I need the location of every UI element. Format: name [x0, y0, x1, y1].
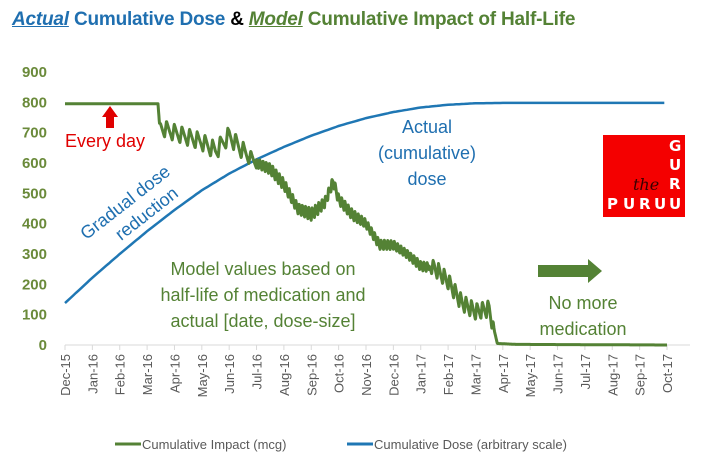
actual-label-2: (cumulative) [378, 143, 476, 163]
right-arrow-icon [538, 259, 602, 283]
x-tick-label: Sep-16 [304, 354, 319, 396]
series-line-cumulative-dose [64, 101, 665, 305]
x-axis: Dec-15 Jan-16 Feb-16 Mar-16 Apr-16 May-16 Jun-… [58, 344, 690, 397]
x-tick-label: Feb-16 [113, 354, 128, 395]
y-axis: 0 100 200 300 400 500 600 700 800 900 [22, 64, 47, 354]
gradual-reduction-annotation: Gradual dose reduction [76, 161, 182, 244]
logo-letter: U [623, 195, 636, 213]
puru-guru-logo: G U R the P U R U U [603, 135, 685, 217]
x-tick-label: Aug-16 [277, 354, 292, 396]
legend-label-impact: Cumulative Impact (mcg) [142, 437, 286, 452]
x-tick-label: Mar-17 [468, 354, 483, 395]
title-impact: Cumulative Impact of Half-Life [302, 9, 576, 30]
up-arrow-icon [102, 106, 118, 128]
logo-letter: P [607, 195, 618, 213]
logo-letter: G [669, 137, 682, 155]
x-tick-label: Mar-16 [140, 354, 155, 395]
x-tick-label: Oct-16 [332, 354, 347, 393]
x-tick-label: Jan-16 [85, 354, 100, 394]
x-tick-label: Jul-17 [578, 354, 593, 389]
legend-label-dose: Cumulative Dose (arbitrary scale) [374, 437, 567, 452]
x-tick-label: Oct-17 [660, 354, 675, 393]
logo-letter: U [669, 195, 682, 213]
y-tick-label: 300 [22, 246, 47, 263]
logo-letter: U [669, 156, 682, 174]
x-tick-label: Nov-16 [359, 354, 374, 396]
x-tick-label: Sep-17 [633, 354, 648, 396]
title-ampersand: & [230, 9, 249, 30]
no-more-medication-annotation: No more medication [538, 259, 627, 339]
model-label-3: actual [date, dose-size] [170, 311, 355, 331]
actual-label-3: dose [407, 169, 446, 189]
model-values-annotation: Model values based on half-life of medic… [160, 259, 365, 331]
y-tick-label: 100 [22, 307, 47, 324]
title-model: Model [248, 9, 303, 30]
every-day-label: Every day [65, 131, 145, 151]
x-tick-label: Apr-16 [167, 354, 182, 393]
no-more-label-1: No more [548, 293, 617, 313]
logo-letter: U [654, 195, 667, 213]
y-tick-label: 800 [22, 94, 47, 111]
logo-letter: R [669, 175, 681, 193]
x-tick-label: Dec-15 [58, 354, 73, 396]
series-line-cumulative-impact [63, 102, 669, 347]
logo-the: the [633, 175, 660, 194]
title-actual: Actual [12, 9, 69, 30]
no-more-label-2: medication [539, 319, 626, 339]
model-label-1: Model values based on [170, 259, 355, 279]
y-tick-label: 700 [22, 125, 47, 142]
chart-title: Actual Cumulative Dose & Model Cumulativ… [12, 9, 575, 31]
x-tick-label: Apr-17 [496, 354, 511, 393]
x-tick-label: Jan-17 [414, 354, 429, 394]
x-tick-label: Jun-16 [222, 354, 237, 394]
y-tick-label: 200 [22, 276, 47, 293]
x-tick-label: Aug-17 [605, 354, 620, 396]
x-tick-label: Jul-16 [250, 354, 265, 389]
actual-dose-annotation: Actual (cumulative) dose [378, 117, 476, 189]
x-tick-label: May-17 [523, 354, 538, 397]
model-label-2: half-life of medication and [160, 285, 365, 305]
y-tick-label: 500 [22, 185, 47, 202]
y-tick-label: 600 [22, 155, 47, 172]
x-tick-label: Dec-16 [386, 354, 401, 396]
title-cumulative-dose: Cumulative Dose [68, 9, 231, 30]
y-tick-label: 900 [22, 64, 47, 81]
y-tick-label: 400 [22, 216, 47, 233]
every-day-annotation: Every day [65, 106, 145, 151]
actual-label-1: Actual [402, 117, 452, 137]
x-tick-label: Jun-17 [551, 354, 566, 394]
x-tick-label: Feb-17 [441, 354, 456, 395]
y-tick-label: 0 [39, 337, 47, 354]
logo-letter: R [639, 195, 651, 213]
x-tick-label: May-16 [195, 354, 210, 397]
legend: Cumulative Impact (mcg) Cumulative Dose … [115, 437, 567, 452]
